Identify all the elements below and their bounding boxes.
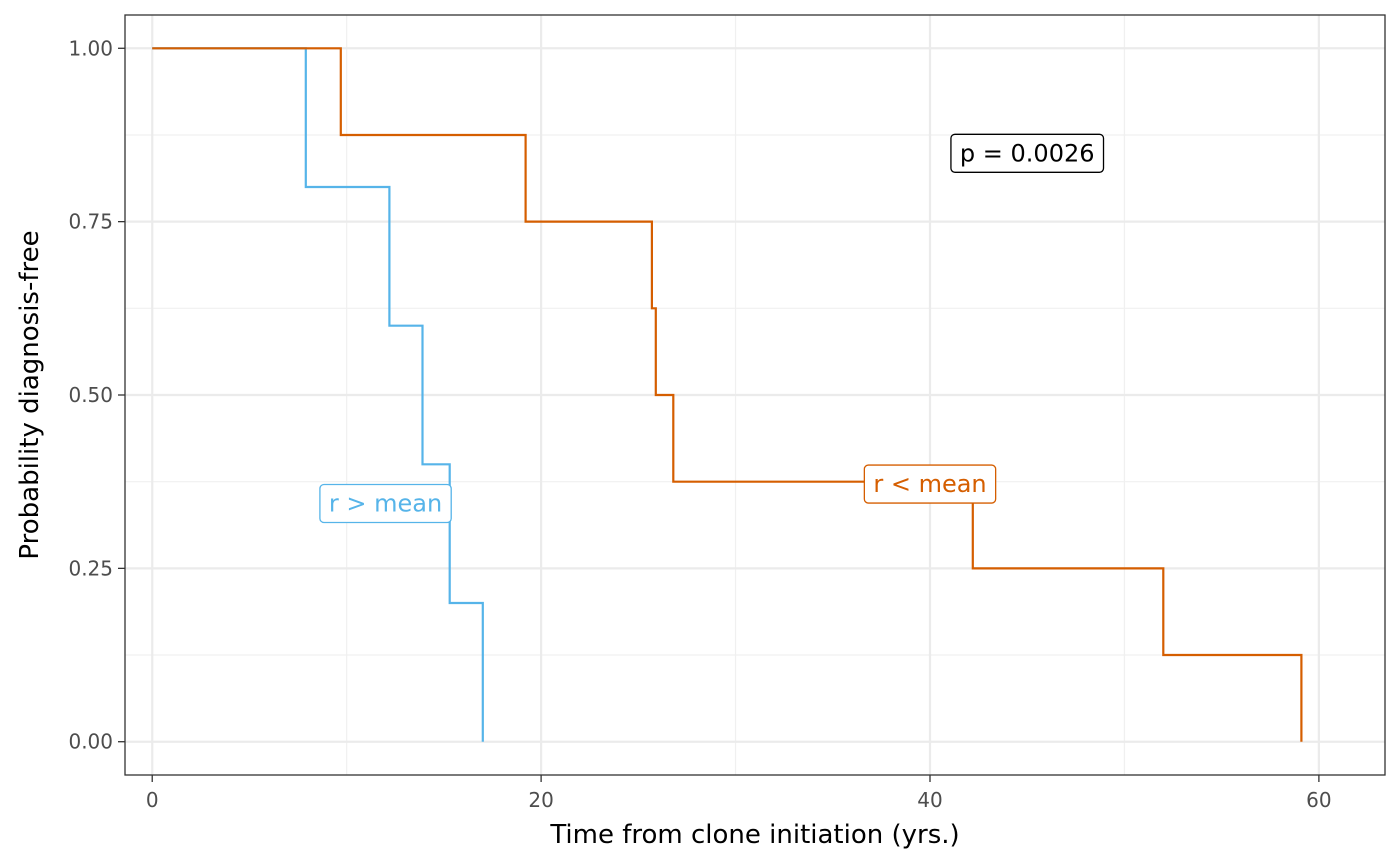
x-tick-label: 0 (146, 788, 159, 812)
axes: 0 20 40 60 0.00 0.25 0.50 0.75 1.00 (68, 36, 1331, 812)
label-box (950, 133, 1105, 173)
label-text: p = 0.0026 (960, 139, 1095, 167)
y-tick-label: 0.00 (68, 730, 113, 754)
x-tick-label: 20 (528, 788, 553, 812)
label-text: r < mean (873, 470, 986, 498)
series-layer (152, 47, 1303, 742)
x-tick-label: 60 (1306, 788, 1331, 812)
series-label: r > mean (319, 483, 452, 524)
series-label: r < mean (863, 464, 997, 504)
label-box (319, 483, 452, 524)
p-value-label: p = 0.0026 (950, 133, 1105, 173)
series-line-r-mean (152, 47, 484, 742)
y-tick-label: 0.50 (68, 383, 113, 407)
label-box (863, 464, 997, 504)
y-tick-label: 0.75 (68, 210, 113, 234)
x-axis-title: Time from clone initiation (yrs.) (549, 820, 959, 850)
y-tick-label: 0.25 (68, 556, 113, 580)
annotations: p = 0.0026 r > mean r < mean (319, 133, 1105, 524)
y-axis-title: Probability diagnosis-free (15, 230, 45, 559)
series-line-r-mean (152, 47, 1303, 742)
x-tick-label: 40 (917, 788, 942, 812)
y-tick-label: 1.00 (68, 36, 113, 60)
label-text: r > mean (329, 489, 442, 517)
